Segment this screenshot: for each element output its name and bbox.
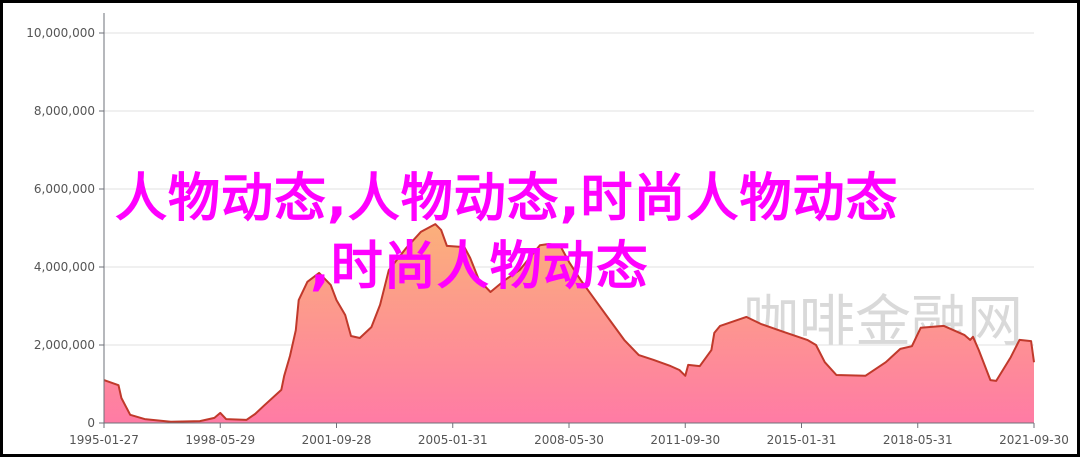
x-tick-label: 2018-05-31 <box>883 433 953 447</box>
chart-frame: 咖啡金融网 1995-01-27 1998-05-29 2001-09-28 2005… <box>3 3 1077 454</box>
x-tick-label: 2008-05-30 <box>534 433 604 447</box>
x-tick-label: 2005-01-31 <box>418 433 488 447</box>
overlay-title-line1: 人物动态,人物动态,时尚人物动态 <box>115 169 899 229</box>
x-tick-label: 2011-09-30 <box>650 433 720 447</box>
x-tick-label: 2015-01-31 <box>767 433 837 447</box>
y-tick-label: 10,000,000 <box>26 26 95 40</box>
x-axis: 1995-01-27 1998-05-29 2001-09-28 2005-01-31… <box>69 422 1069 447</box>
y-tick-label: 6,000,000 <box>34 182 95 196</box>
y-tick-label: 8,000,000 <box>34 104 95 118</box>
x-tick-label: 1998-05-29 <box>185 433 255 447</box>
y-tick-label: 0 <box>87 416 95 430</box>
area-fill <box>104 224 1034 423</box>
overlay-title-line2: ,时尚人物动态 <box>310 237 649 297</box>
y-tick-label: 2,000,000 <box>34 338 95 352</box>
y-axis: 0 2,000,000 4,000,000 6,000,000 8,000,000 10,… <box>26 13 105 430</box>
area-chart: 1995-01-27 1998-05-29 2001-09-28 2005-01-31… <box>26 13 1069 447</box>
x-tick-label: 2021-09-30 <box>999 433 1069 447</box>
x-tick-label: 2001-09-28 <box>302 433 372 447</box>
x-tick-label: 1995-01-27 <box>69 433 139 447</box>
y-tick-label: 4,000,000 <box>34 260 95 274</box>
series-line <box>103 223 1035 423</box>
